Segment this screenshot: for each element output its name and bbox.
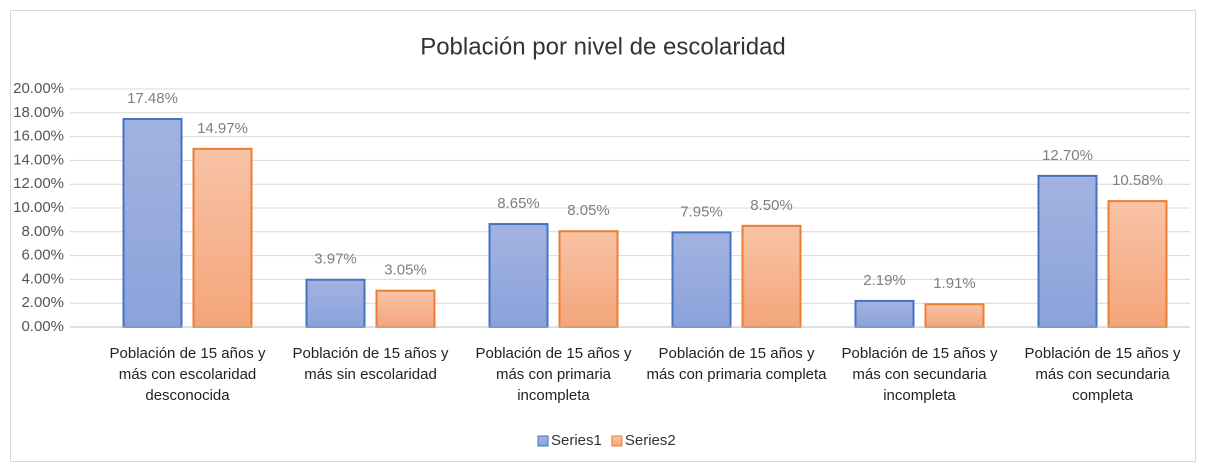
x-tick-label: Población de 15 años y más con escolarid… [109,345,266,404]
legend-label: Series2 [625,432,676,449]
x-tick-label: Población de 15 años y más con primaria … [646,345,827,383]
bar [558,230,619,328]
data-label: 17.48% [127,90,178,107]
y-tick-label: 18.00% [13,104,64,121]
y-tick-label: 4.00% [21,270,64,287]
data-label: 3.97% [314,251,357,268]
x-tick-label: Población de 15 años y más con secundari… [841,345,998,404]
y-tick-label: 14.00% [13,151,64,168]
bar [305,278,366,328]
data-label: 3.05% [384,262,427,279]
bar [488,223,549,328]
bar [924,303,985,328]
legend-swatch [611,435,623,447]
bar [122,117,183,328]
data-label: 2.19% [863,272,906,289]
data-label: 1.91% [933,275,976,292]
y-tick-label: 2.00% [21,294,64,311]
data-label: 8.50% [750,197,793,214]
y-tick-label: 0.00% [21,318,64,335]
y-tick-label: 10.00% [13,199,64,216]
data-label: 7.95% [680,203,723,220]
bar [1037,174,1098,328]
bar [741,224,802,329]
data-label: 8.65% [497,195,540,212]
legend-label: Series1 [551,432,602,449]
y-tick-label: 8.00% [21,223,64,240]
bar [192,147,253,328]
bar [375,289,436,328]
chart-title: Población por nivel de escolaridad [420,33,786,60]
x-tick-label: Población de 15 años y más con secundari… [1024,345,1181,404]
y-tick-label: 20.00% [13,80,64,97]
x-tick-label: Población de 15 años y más con primaria … [475,345,632,404]
x-tick-label: Población de 15 años y más sin escolarid… [292,345,449,383]
bar [854,299,915,328]
data-label: 8.05% [567,202,610,219]
data-label: 12.70% [1042,147,1093,164]
y-tick-label: 12.00% [13,175,64,192]
data-label: 14.97% [197,120,248,137]
bar [1107,200,1168,329]
y-tick-label: 6.00% [21,247,64,264]
data-label: 10.58% [1112,172,1163,189]
legend-swatch [537,435,549,447]
bar [671,231,732,329]
y-tick-label: 16.00% [13,128,64,145]
